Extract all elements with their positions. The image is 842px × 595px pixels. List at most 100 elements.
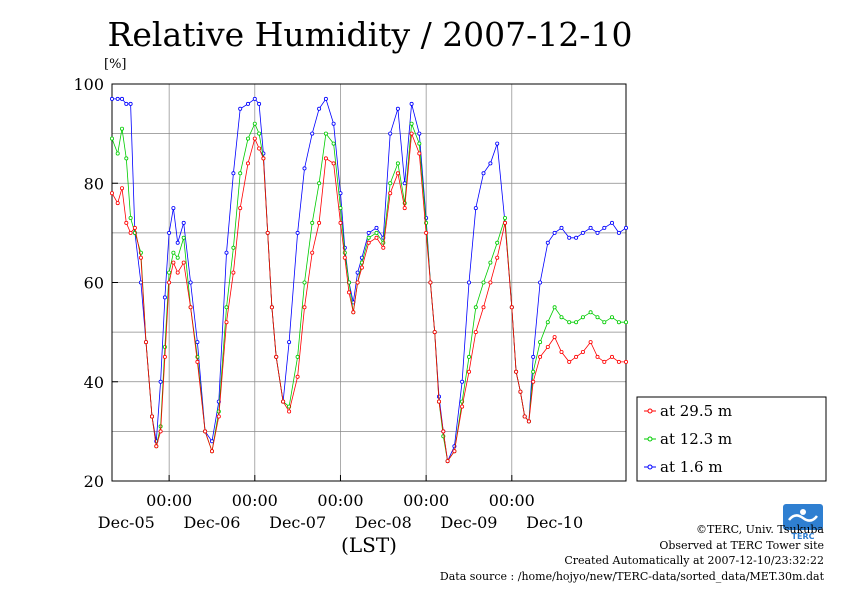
data-point — [514, 369, 519, 374]
data-point — [162, 354, 167, 359]
data-point — [495, 255, 500, 260]
data-point — [417, 131, 422, 136]
y-tick-label: 100 — [73, 75, 104, 94]
data-point — [171, 206, 176, 211]
data-point — [610, 315, 615, 320]
data-point — [323, 131, 328, 136]
data-point — [310, 220, 315, 225]
data-point — [526, 419, 531, 424]
data-point — [610, 354, 615, 359]
data-point — [552, 230, 557, 235]
data-point — [252, 136, 257, 141]
data-point — [395, 106, 400, 111]
data-point — [224, 320, 229, 325]
data-point — [338, 206, 343, 211]
data-point — [181, 260, 186, 265]
data-point — [252, 96, 257, 101]
data-point — [409, 121, 414, 126]
data-point — [110, 96, 115, 101]
data-point — [624, 320, 629, 325]
data-point — [124, 220, 129, 225]
data-point — [495, 240, 500, 245]
data-point — [238, 106, 243, 111]
data-point — [366, 240, 371, 245]
data-point — [261, 156, 266, 161]
data-point — [428, 280, 433, 285]
data-point — [602, 359, 607, 364]
data-point — [432, 330, 437, 335]
date-label: Dec-06 — [183, 513, 240, 532]
data-point — [181, 235, 186, 240]
data-point — [595, 354, 600, 359]
data-point — [128, 230, 133, 235]
data-point — [158, 429, 163, 434]
data-point — [488, 161, 493, 166]
data-point — [488, 280, 493, 285]
data-point — [269, 305, 274, 310]
data-point — [588, 310, 593, 315]
data-point — [574, 354, 579, 359]
data-point — [167, 230, 172, 235]
data-point — [295, 374, 300, 379]
data-point — [538, 280, 543, 285]
data-point — [531, 354, 536, 359]
data-point — [195, 340, 200, 345]
data-point — [624, 225, 629, 230]
data-point — [481, 171, 486, 176]
data-point — [224, 250, 229, 255]
x-tick-label: 00:00 — [403, 491, 449, 510]
data-point — [128, 101, 133, 106]
data-point — [509, 305, 514, 310]
data-point — [466, 354, 471, 359]
data-point — [302, 280, 307, 285]
y-axis: 20 40 60 80 100 — [73, 75, 118, 491]
data-point — [610, 220, 615, 225]
y-tick-label: 80 — [84, 174, 104, 193]
credit-created: Created Automatically at 2007-12-10/23:3… — [564, 554, 824, 567]
chart-title: Relative Humidity / 2007-12-10 — [108, 15, 633, 54]
data-point — [424, 230, 429, 235]
data-point — [545, 320, 550, 325]
data-point — [110, 191, 115, 196]
data-point — [310, 131, 315, 136]
data-point — [342, 255, 347, 260]
data-point — [216, 414, 221, 419]
data-point — [295, 230, 300, 235]
data-point — [531, 379, 536, 384]
data-point — [143, 340, 148, 345]
data-point — [162, 344, 167, 349]
data-point — [538, 354, 543, 359]
data-point — [231, 171, 236, 176]
data-point — [473, 206, 478, 211]
data-point — [538, 340, 543, 345]
legend-label: at 12.3 m — [660, 430, 732, 448]
data-point — [522, 414, 527, 419]
y-tick-label: 40 — [84, 373, 104, 392]
data-point — [257, 101, 262, 106]
series-layer — [110, 96, 629, 464]
data-point — [545, 240, 550, 245]
data-point — [302, 166, 307, 171]
data-point — [552, 335, 557, 340]
credit-copyright: ©TERC, Univ. Tsukuba — [695, 523, 824, 536]
data-point — [323, 96, 328, 101]
data-point — [355, 280, 360, 285]
data-point — [124, 101, 129, 106]
data-point — [559, 225, 564, 230]
data-point — [351, 310, 356, 315]
data-point — [588, 225, 593, 230]
date-label: Dec-05 — [98, 513, 155, 532]
data-point — [110, 136, 115, 141]
data-point — [409, 131, 414, 136]
data-point — [473, 305, 478, 310]
date-label: Dec-09 — [440, 513, 497, 532]
data-point — [265, 230, 270, 235]
legend-swatch-marker — [647, 408, 653, 414]
data-point — [346, 290, 351, 295]
data-point — [388, 181, 393, 186]
data-point — [154, 444, 159, 449]
data-point — [188, 280, 193, 285]
data-point — [402, 181, 407, 186]
date-label: Dec-07 — [269, 513, 326, 532]
